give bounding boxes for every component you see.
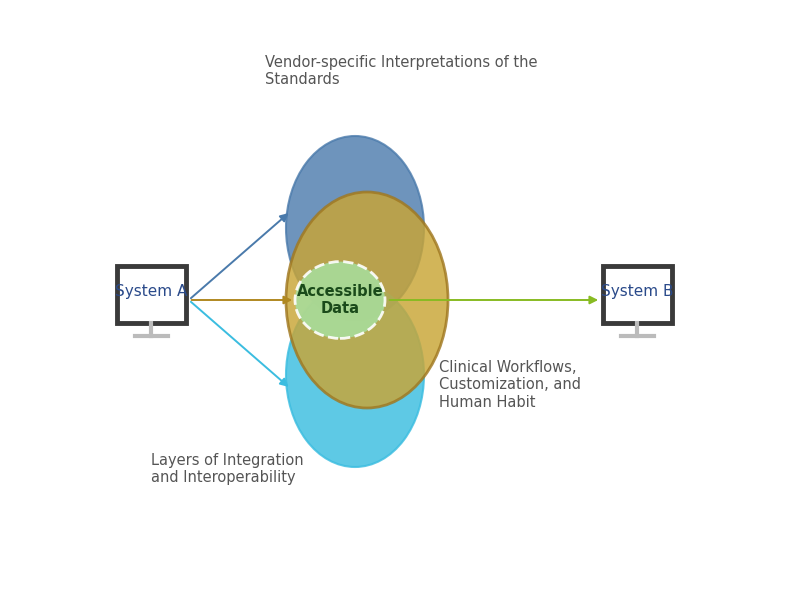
FancyBboxPatch shape (117, 265, 186, 323)
Ellipse shape (286, 283, 424, 467)
Ellipse shape (286, 136, 424, 320)
Text: Layers of Integration
and Interoperability: Layers of Integration and Interoperabili… (151, 453, 304, 485)
Ellipse shape (286, 192, 448, 408)
Text: Vendor-specific Interpretations of the
Standards: Vendor-specific Interpretations of the S… (265, 55, 538, 87)
Ellipse shape (295, 262, 385, 338)
Text: Clinical Workflows,
Customization, and
Human Habit: Clinical Workflows, Customization, and H… (439, 360, 581, 410)
FancyBboxPatch shape (602, 265, 671, 323)
Text: Accessible
Data: Accessible Data (297, 284, 383, 316)
Text: System A: System A (115, 284, 187, 299)
Text: System B: System B (601, 284, 674, 299)
